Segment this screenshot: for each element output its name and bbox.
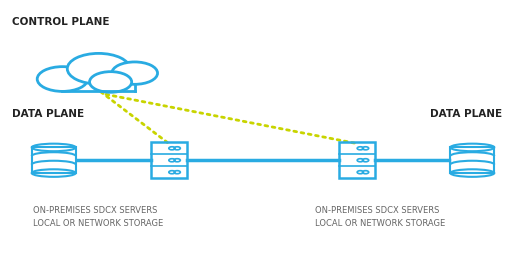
Bar xyxy=(151,142,187,178)
Circle shape xyxy=(37,67,88,91)
Text: ON-PREMISES SDCX SERVERS
LOCAL OR NETWORK STORAGE: ON-PREMISES SDCX SERVERS LOCAL OR NETWOR… xyxy=(315,206,446,228)
Text: ON-PREMISES SDCX SERVERS
LOCAL OR NETWORK STORAGE: ON-PREMISES SDCX SERVERS LOCAL OR NETWOR… xyxy=(33,206,163,228)
Text: DATA PLANE: DATA PLANE xyxy=(430,109,502,119)
Text: CONTROL PLANE: CONTROL PLANE xyxy=(12,17,109,27)
Bar xyxy=(450,147,494,173)
Bar xyxy=(339,142,375,178)
Text: DATA PLANE: DATA PLANE xyxy=(12,109,84,119)
Circle shape xyxy=(67,53,130,84)
Circle shape xyxy=(89,72,132,92)
Circle shape xyxy=(112,62,158,84)
Bar xyxy=(32,147,76,173)
